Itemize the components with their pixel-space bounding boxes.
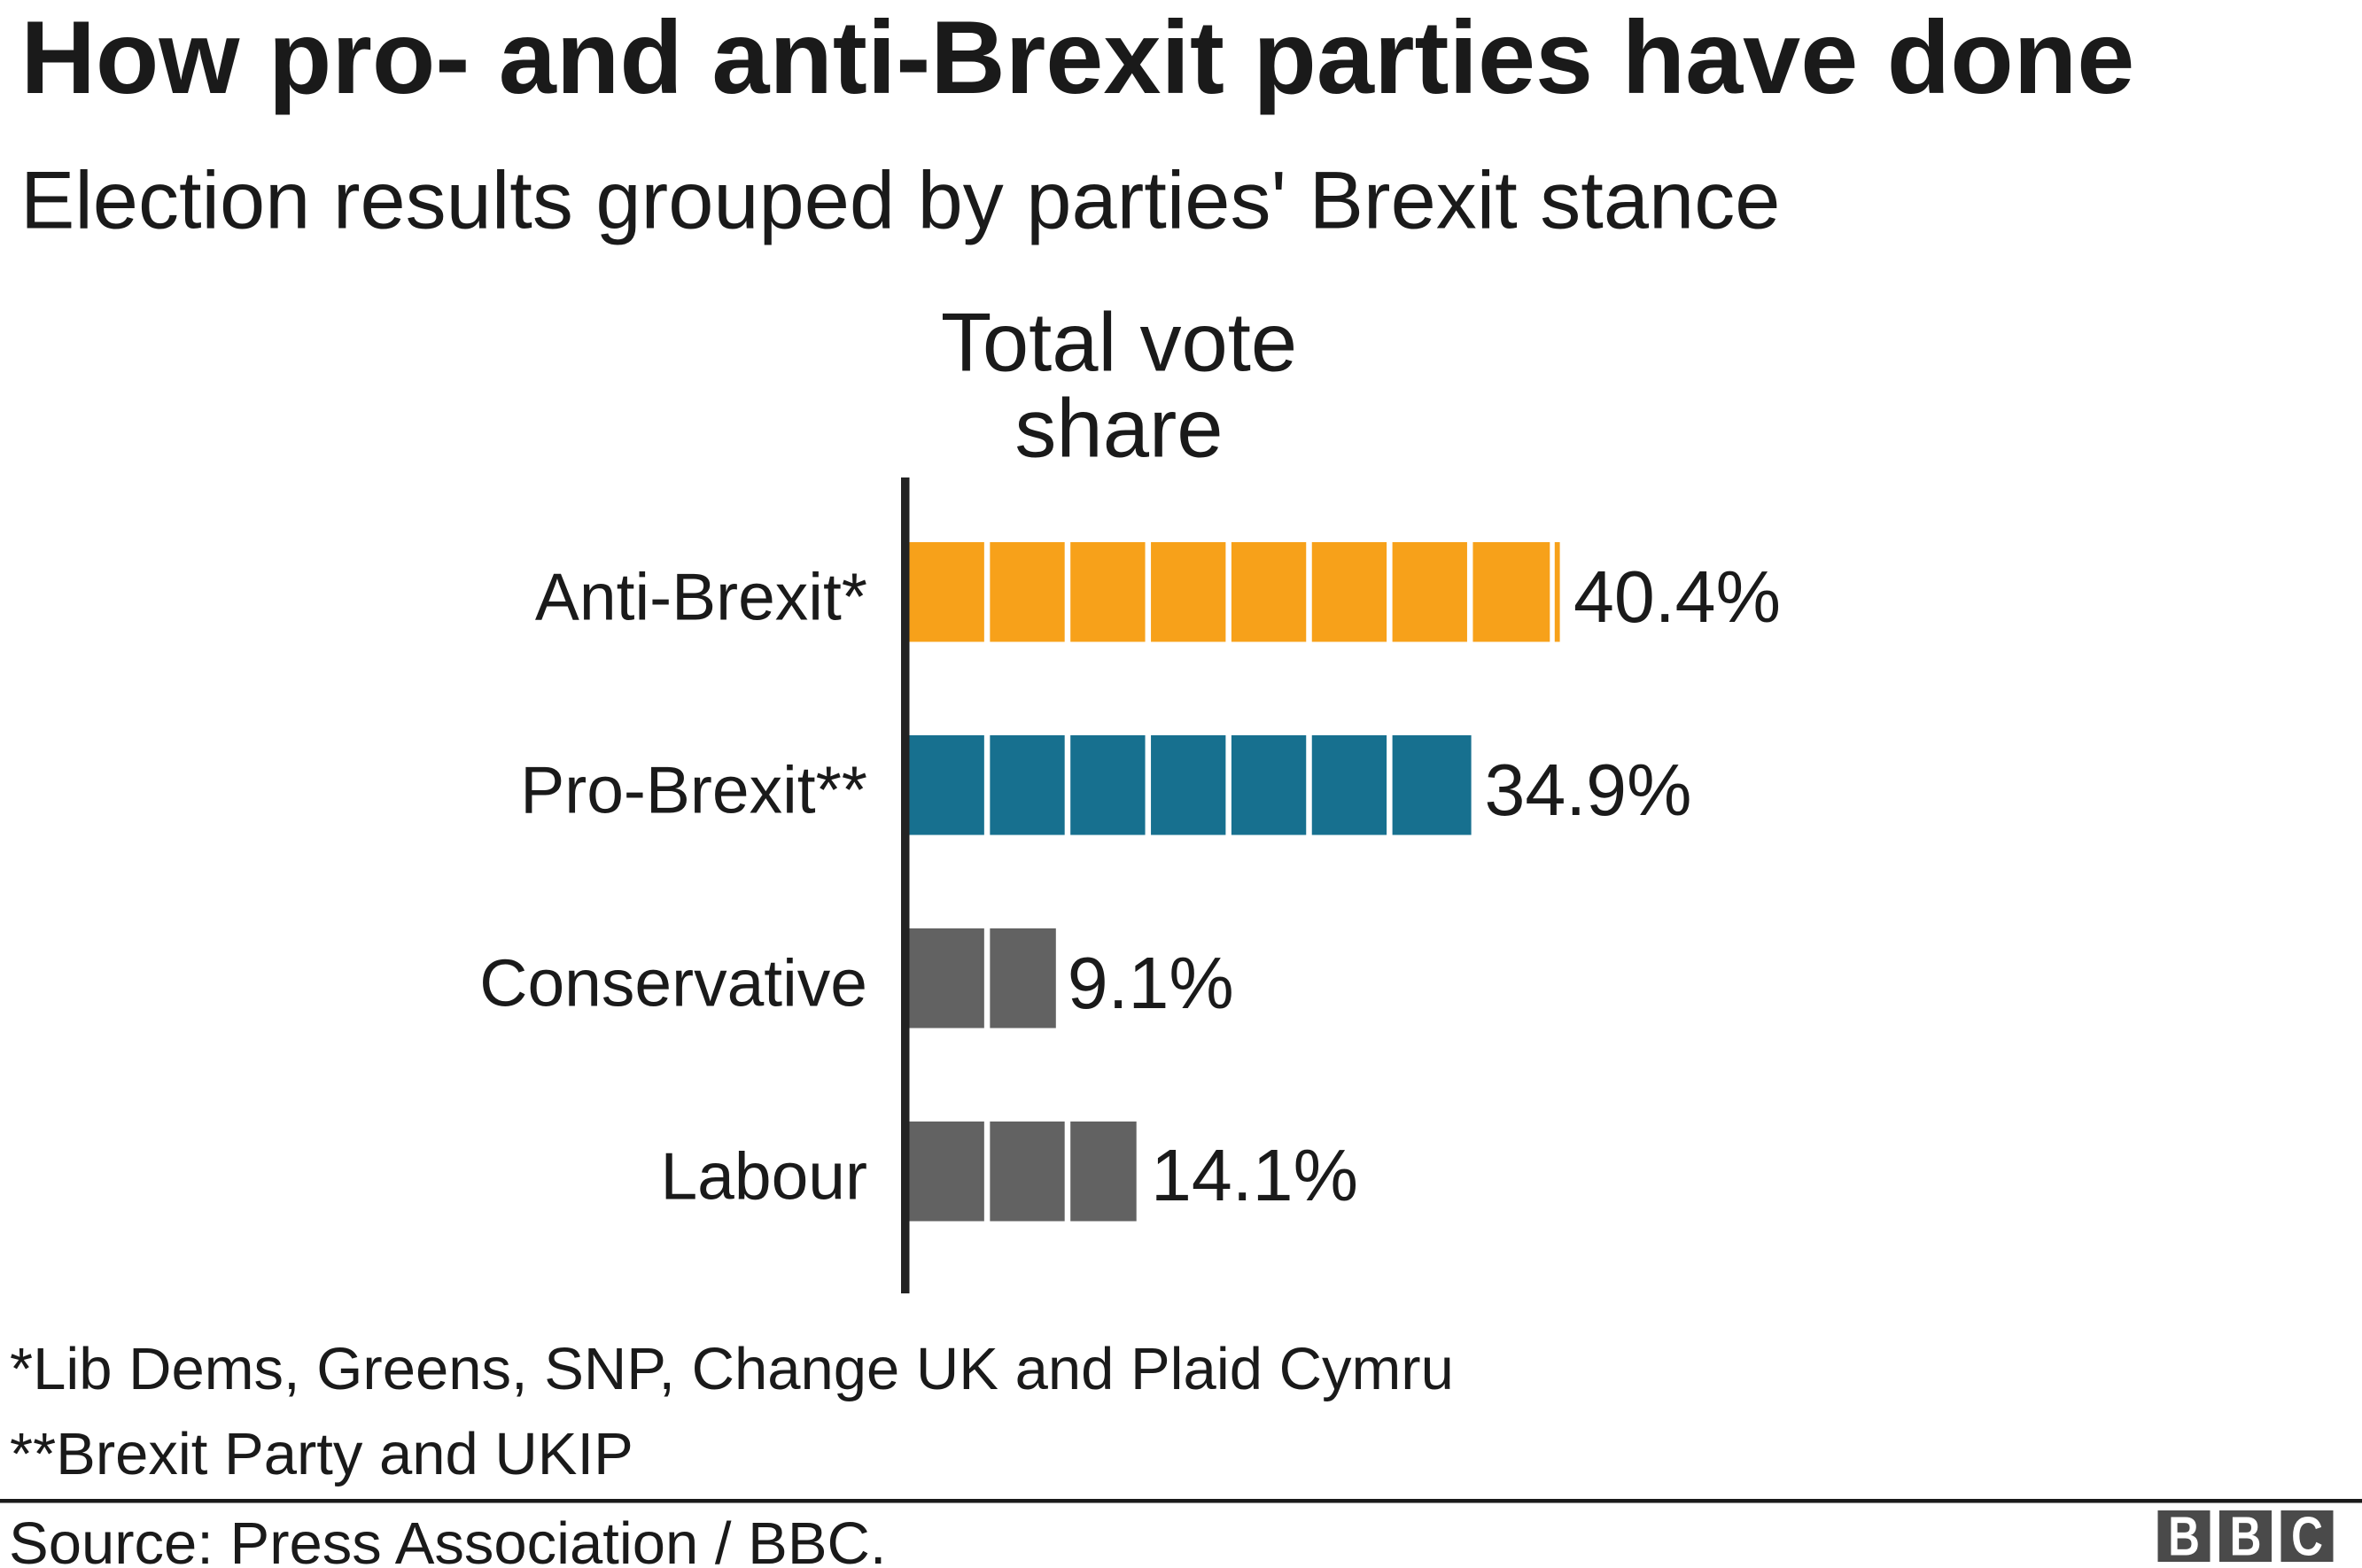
svg-text:14.1%: 14.1% [1151, 1135, 1358, 1216]
svg-text:Pro-Brexit**: Pro-Brexit** [520, 752, 867, 827]
svg-text:Total vote: Total vote [941, 296, 1297, 389]
svg-text:Election results grouped by pa: Election results grouped by parties' Bre… [20, 156, 1780, 246]
svg-text:9.1%: 9.1% [1068, 943, 1234, 1024]
svg-text:C: C [2291, 1505, 2323, 1567]
svg-text:**Brexit Party and UKIP: **Brexit Party and UKIP [10, 1421, 633, 1487]
svg-text:share: share [1014, 382, 1223, 475]
svg-text:*Lib Dems, Greens, SNP, Change: *Lib Dems, Greens, SNP, Change UK and Pl… [10, 1336, 1454, 1402]
svg-text:Labour: Labour [660, 1138, 867, 1213]
svg-text:Conservative: Conservative [479, 945, 867, 1020]
svg-text:B: B [2230, 1505, 2262, 1567]
svg-text:How pro- and anti-Brexit parti: How pro- and anti-Brexit parties have do… [20, 0, 2134, 115]
svg-text:40.4%: 40.4% [1573, 556, 1781, 638]
svg-text:34.9%: 34.9% [1485, 749, 1692, 831]
svg-text:B: B [2168, 1505, 2200, 1567]
svg-text:Source: Press Association / BB: Source: Press Association / BBC. [9, 1510, 887, 1568]
svg-text:Anti-Brexit*: Anti-Brexit* [535, 559, 867, 633]
